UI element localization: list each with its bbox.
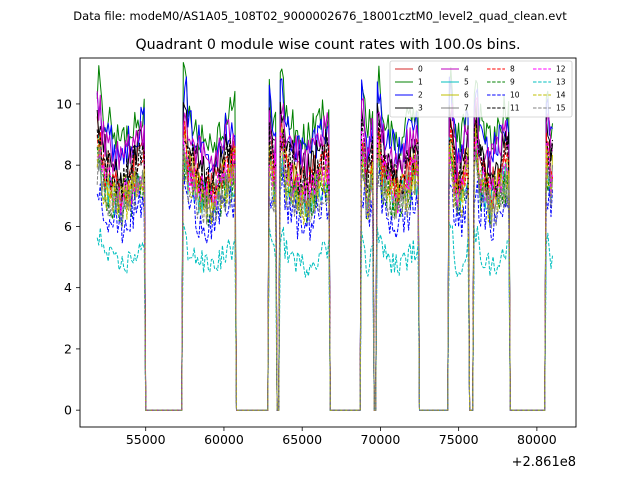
y-tick-label: 10: [56, 96, 72, 111]
chart-title: Quadrant 0 module wise count rates with …: [135, 37, 520, 53]
y-tick-label: 4: [64, 280, 72, 295]
legend-label-5: 5: [464, 78, 469, 87]
legend-label-14: 14: [556, 91, 566, 100]
legend-label-3: 3: [418, 104, 423, 113]
legend-label-0: 0: [418, 65, 423, 74]
legend-box: [389, 60, 573, 118]
legend-label-4: 4: [464, 65, 469, 74]
y-tick-label: 8: [64, 158, 72, 173]
legend-label-12: 12: [556, 65, 566, 74]
x-tick-label: 70000: [361, 432, 401, 447]
series-line-14: [96, 143, 553, 411]
x-tick-label: 65000: [282, 432, 322, 447]
legend-label-1: 1: [418, 78, 423, 87]
series-line-3: [96, 100, 553, 411]
y-tick-label: 6: [64, 219, 72, 234]
x-tick-label: 55000: [126, 432, 166, 447]
legend-label-11: 11: [510, 104, 520, 113]
axis-ticks: 55000 60000 65000 70000 75000 80000 0 2 4 6 8 10: [56, 96, 557, 447]
legend-label-8: 8: [510, 65, 515, 74]
axes-frame: [79, 57, 577, 428]
chart-suptitle: Data file: modeM0/AS1A05_108T02_90000026…: [73, 9, 567, 23]
legend-label-15: 15: [556, 104, 566, 113]
series-line-15: [96, 146, 553, 411]
x-tick-label: 80000: [517, 432, 557, 447]
legend-label-7: 7: [464, 104, 469, 113]
legend-label-6: 6: [464, 91, 469, 100]
y-tick-label: 2: [64, 341, 72, 356]
legend-label-9: 9: [510, 78, 515, 87]
x-tick-label: 60000: [204, 432, 244, 447]
plot-lines: [96, 62, 553, 411]
x-offset-label: +2.861e8: [512, 455, 576, 470]
legend-label-13: 13: [556, 78, 566, 87]
series-line-13: [96, 221, 553, 411]
y-tick-label: 0: [64, 403, 72, 418]
series-line-10: [96, 166, 553, 411]
legend-label-10: 10: [510, 91, 520, 100]
legend-label-2: 2: [418, 91, 423, 100]
x-tick-label: 75000: [439, 432, 479, 447]
